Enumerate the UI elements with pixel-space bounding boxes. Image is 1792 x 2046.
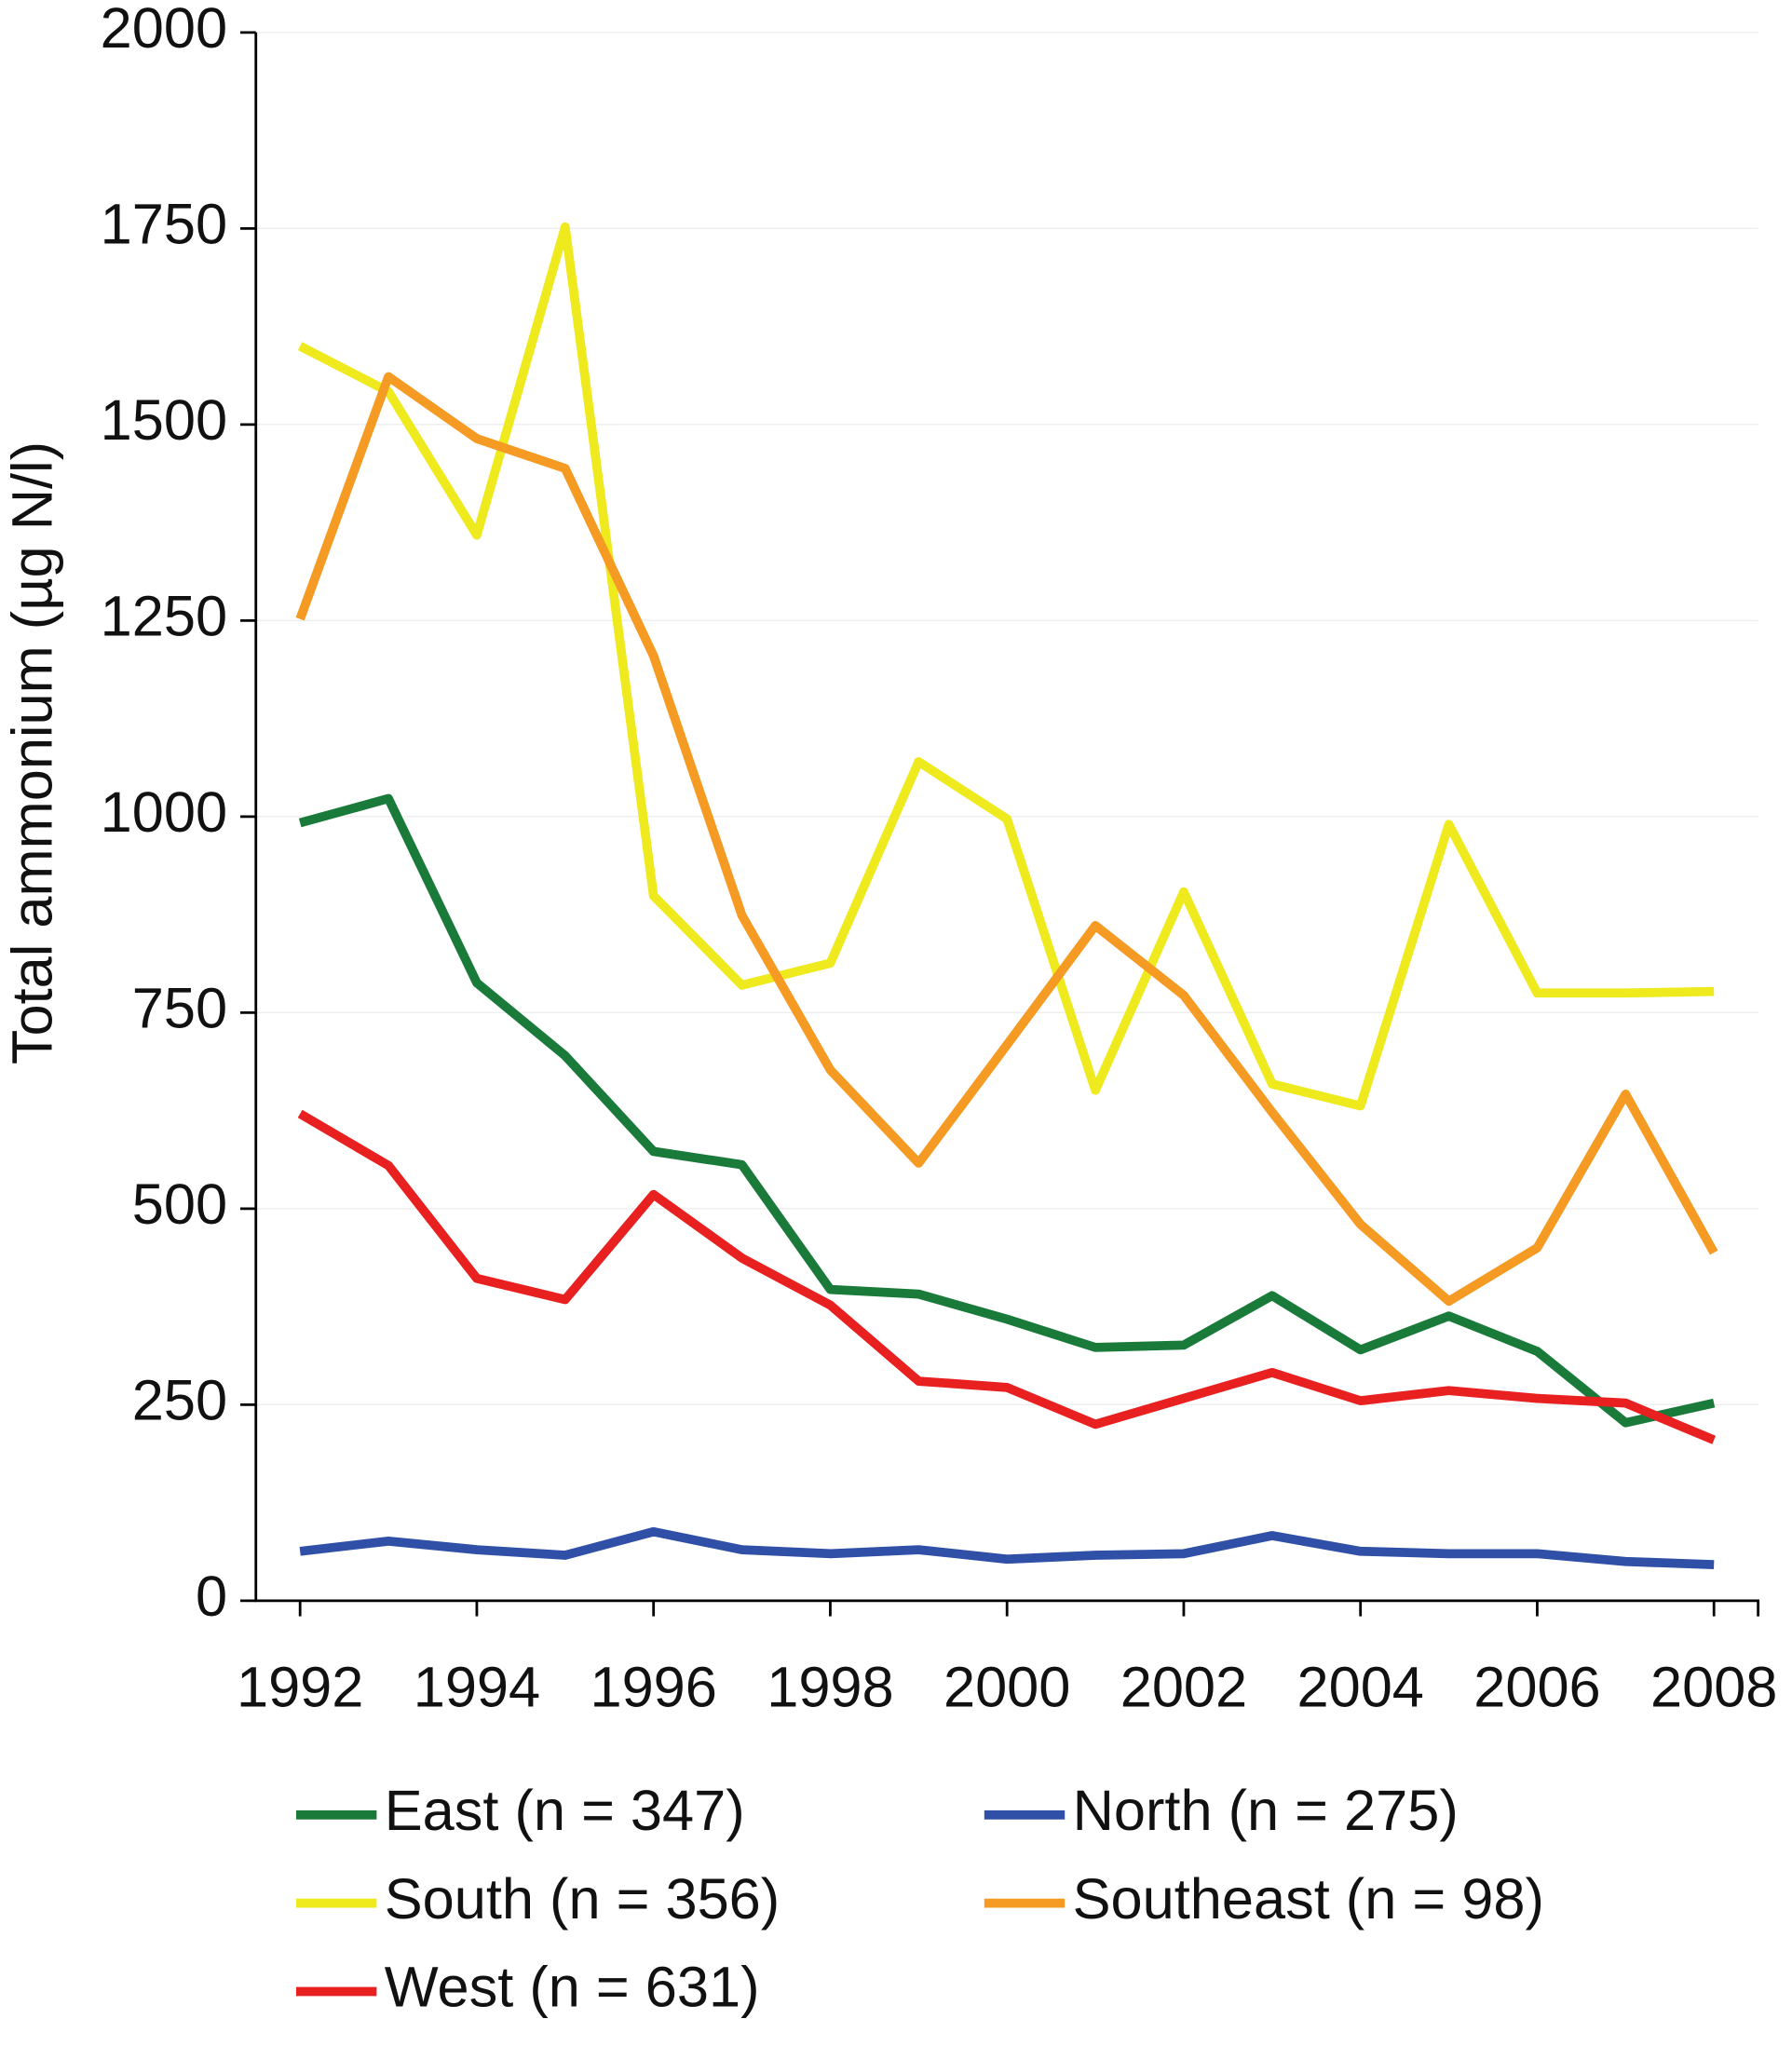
x-tick-label: 1994 [414, 1655, 540, 1719]
x-tick-label: 2002 [1120, 1655, 1247, 1719]
series-line [297, 222, 1715, 1111]
y-axis-label: Total ammonium (µg N/l) [0, 441, 63, 1064]
legend-label: Southeast (n = 98) [1073, 1866, 1544, 1931]
x-tick-label: 1998 [767, 1655, 893, 1719]
x-tick-label: 2008 [1650, 1655, 1777, 1719]
x-tick-label: 2004 [1296, 1655, 1423, 1719]
y-tick-label: 1750 [101, 192, 227, 256]
legend-label: West (n = 631) [385, 1955, 760, 2019]
x-tick-label: 1992 [237, 1655, 363, 1719]
legend-label: North (n = 275) [1073, 1778, 1459, 1842]
y-tick-label: 1250 [101, 584, 227, 648]
y-tick-label: 250 [132, 1368, 227, 1432]
series-line [298, 793, 1716, 1428]
axes [254, 32, 1760, 1617]
y-tick-label: 1000 [101, 779, 227, 844]
legend-label: East (n = 347) [385, 1778, 745, 1842]
legend-label: South (n = 356) [385, 1866, 780, 1931]
series-line [299, 1526, 1715, 1569]
y-tick-label: 2000 [101, 0, 227, 60]
x-tick-label: 2006 [1473, 1655, 1600, 1719]
y-tick-label: 750 [132, 976, 227, 1040]
y-tick-label: 0 [196, 1564, 227, 1628]
y-tick-label: 1500 [101, 387, 227, 452]
x-tick-label: 2000 [944, 1655, 1070, 1719]
series-line [295, 372, 1718, 1307]
series-line [297, 1109, 1717, 1444]
x-tick-label: 1996 [590, 1655, 716, 1719]
y-tick-label: 500 [132, 1172, 227, 1236]
